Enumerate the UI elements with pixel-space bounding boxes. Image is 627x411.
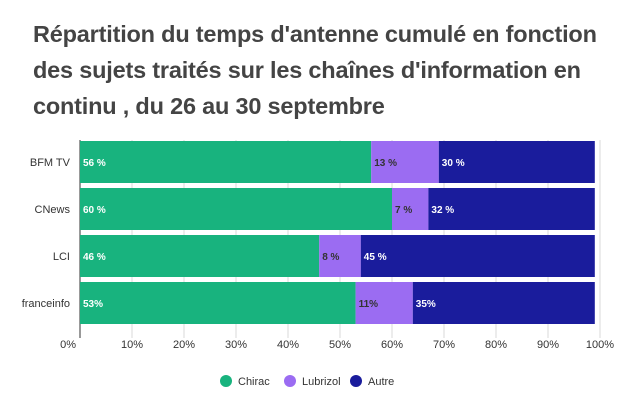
data-label: 46 % xyxy=(83,252,106,263)
chart-title: Répartition du temps d'antenne cumulé en… xyxy=(33,21,597,119)
bar-segment-lubrizol xyxy=(392,188,429,230)
x-tick-label: 80% xyxy=(485,339,507,351)
x-tick-label: 50% xyxy=(329,339,351,351)
x-tick-label: 70% xyxy=(433,339,455,351)
category-label: BFM TV xyxy=(30,157,71,169)
data-label: 13 % xyxy=(374,158,397,169)
bar-segment-autre xyxy=(360,235,595,277)
legend-label: Lubrizol xyxy=(302,376,341,388)
x-tick-label: 20% xyxy=(173,339,195,351)
x-tick-label: 100% xyxy=(586,339,614,351)
x-tick-label: 10% xyxy=(121,339,143,351)
bar-segment-chirac xyxy=(80,282,356,324)
bar-segment-lubrizol xyxy=(371,141,439,183)
data-label: 45 % xyxy=(364,252,387,263)
bar-segment-autre xyxy=(438,141,595,183)
bar-segment-lubrizol xyxy=(355,282,413,324)
legend[interactable]: Chirac Lubrizol Autre xyxy=(220,375,394,388)
legend-label: Autre xyxy=(368,376,394,388)
legend-label: Chirac xyxy=(238,376,270,388)
category-labels: BFM TV CNews LCI franceinfo xyxy=(22,157,71,310)
x-tick-label: 0% xyxy=(60,339,76,351)
x-tick-label: 30% xyxy=(225,339,247,351)
bar-segment-chirac xyxy=(80,141,372,183)
x-tick-label: 90% xyxy=(537,339,559,351)
bar-segment-chirac xyxy=(80,188,392,230)
bar-segment-autre xyxy=(412,282,595,324)
category-label: franceinfo xyxy=(22,298,70,310)
bar-segment-autre xyxy=(428,188,595,230)
x-tick-label: 40% xyxy=(277,339,299,351)
data-label: 32 % xyxy=(431,205,454,216)
legend-item-chirac[interactable]: Chirac xyxy=(220,375,270,388)
bar-segment-lubrizol xyxy=(319,235,361,277)
x-axis-ticks: 0% 10% 20% 30% 40% 50% 60% 70% 80% 90% 100% xyxy=(60,339,614,351)
data-label: 11% xyxy=(359,299,379,310)
bars: 56 % 13 % 30 % 60 % 7 % 32 % 46 % 8 % 45 % 53% 11%… xyxy=(80,141,595,324)
legend-marker xyxy=(284,375,296,387)
legend-marker xyxy=(350,375,362,387)
data-label: 35% xyxy=(416,299,436,310)
data-label: 60 % xyxy=(83,205,106,216)
category-label: CNews xyxy=(35,204,71,216)
data-label: 30 % xyxy=(442,158,465,169)
legend-marker xyxy=(220,375,232,387)
bar-segment-chirac xyxy=(80,235,320,277)
data-label: 53% xyxy=(83,299,103,310)
legend-item-lubrizol[interactable]: Lubrizol xyxy=(284,375,341,388)
data-label: 7 % xyxy=(395,205,412,216)
data-label: 8 % xyxy=(322,252,339,263)
x-tick-label: 60% xyxy=(381,339,403,351)
legend-item-autre[interactable]: Autre xyxy=(350,375,394,388)
category-label: LCI xyxy=(53,251,70,263)
data-label: 56 % xyxy=(83,158,106,169)
